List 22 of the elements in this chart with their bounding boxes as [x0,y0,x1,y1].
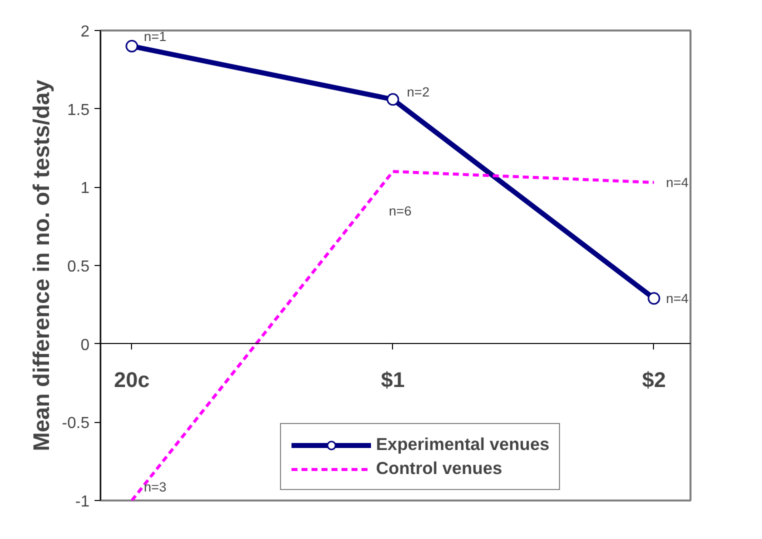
annotation: n=6 [388,204,412,218]
y-tick-label: -0.5 [62,415,90,432]
y-tick-label: 0.5 [67,258,90,276]
legend-label: Control venues [376,458,502,479]
point [386,93,400,106]
x-tick-label: 20c [114,368,150,392]
point [126,40,138,52]
y-tick-label: 2 [80,24,90,40]
y-tick-label: 1 [80,180,90,198]
annotation: n=2 [406,84,430,100]
y-axis-title: Mean difference in no. of tests/day [28,79,54,452]
x-tick-label: $1 [381,368,405,392]
x-tick-label: $2 [642,368,666,392]
annotation: n=1 [144,29,166,44]
annotation: n=4 [666,174,690,190]
point [648,292,660,305]
y-tick-label: -1 [75,494,90,510]
y-tick-label: 1.5 [67,102,90,119]
y-tick-label: 0 [80,336,90,354]
legend-label: Experimental venues [376,434,550,455]
annotation: n=3 [144,480,166,494]
annotation: n=4 [666,290,690,306]
